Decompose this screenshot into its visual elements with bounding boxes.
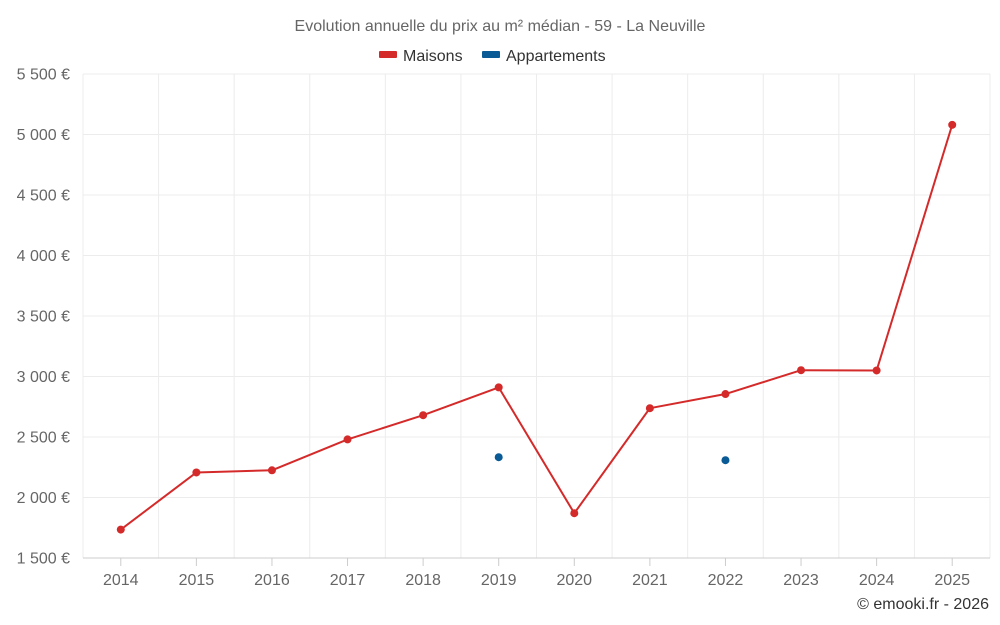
y-tick-label: 2 000 € <box>17 490 70 507</box>
chart-title: Evolution annuelle du prix au m² médian … <box>295 18 706 35</box>
data-point-maisons-2018[interactable] <box>419 411 428 420</box>
data-point-appartements-2022[interactable] <box>721 456 730 465</box>
legend-item-maisons[interactable]: Maisons <box>379 48 463 65</box>
data-point-maisons-2015[interactable] <box>192 468 201 477</box>
data-point-maisons-2021[interactable] <box>645 404 654 413</box>
data-point-maisons-2016[interactable] <box>267 466 276 475</box>
series-layer <box>116 120 957 534</box>
x-tick-label: 2025 <box>934 572 970 589</box>
y-tick-label: 3 500 € <box>17 309 70 326</box>
y-tick-label: 4 000 € <box>17 248 70 265</box>
x-tick-label: 2021 <box>632 572 668 589</box>
x-tick-label: 2019 <box>481 572 517 589</box>
data-point-maisons-2022[interactable] <box>721 390 730 399</box>
legend-label-appartements: Appartements <box>506 48 606 65</box>
x-tick-label: 2023 <box>783 572 819 589</box>
series-line-maisons <box>120 124 954 531</box>
data-point-maisons-2017[interactable] <box>343 435 352 444</box>
data-point-maisons-2025[interactable] <box>948 120 957 129</box>
x-tick-label: 2024 <box>859 572 895 589</box>
x-gridlines <box>82 74 991 558</box>
x-tick-label: 2020 <box>556 572 592 589</box>
y-tick-label: 5 500 € <box>17 67 70 84</box>
data-point-maisons-2019[interactable] <box>494 383 503 392</box>
data-point-maisons-2020[interactable] <box>570 509 579 518</box>
legend-swatch-appartements <box>482 51 500 58</box>
data-point-maisons-2024[interactable] <box>872 366 881 375</box>
legend-label-maisons: Maisons <box>403 48 463 65</box>
x-tick-label: 2014 <box>103 572 139 589</box>
series-appartements <box>494 453 730 465</box>
x-axis-labels: 2014 2015 2016 2017 2018 2019 2020 2021 2022 2023… <box>103 558 970 589</box>
y-tick-label: 5 000 € <box>17 127 70 144</box>
data-point-maisons-2023[interactable] <box>797 366 806 375</box>
x-tick-label: 2017 <box>330 572 366 589</box>
y-tick-label: 3 000 € <box>17 369 70 386</box>
data-point-appartements-2019[interactable] <box>494 453 503 462</box>
y-tick-label: 2 500 € <box>17 430 70 447</box>
y-axis-labels: 1 500 € 2 000 € 2 500 € 3 000 € 3 500 € 4 000… <box>17 67 70 568</box>
x-tick-label: 2016 <box>254 572 290 589</box>
legend-swatch-maisons <box>379 51 397 58</box>
y-tick-label: 1 500 € <box>17 551 70 568</box>
legend: Maisons Appartements <box>379 48 606 65</box>
x-tick-label: 2015 <box>179 572 215 589</box>
data-point-maisons-2014[interactable] <box>116 525 125 534</box>
legend-item-appartements[interactable]: Appartements <box>482 48 606 65</box>
credit: © emooki.fr - 2026 <box>857 596 989 613</box>
x-tick-label: 2022 <box>708 572 744 589</box>
y-tick-label: 4 500 € <box>17 188 70 205</box>
x-tick-label: 2018 <box>405 572 441 589</box>
series-maisons <box>116 120 957 534</box>
